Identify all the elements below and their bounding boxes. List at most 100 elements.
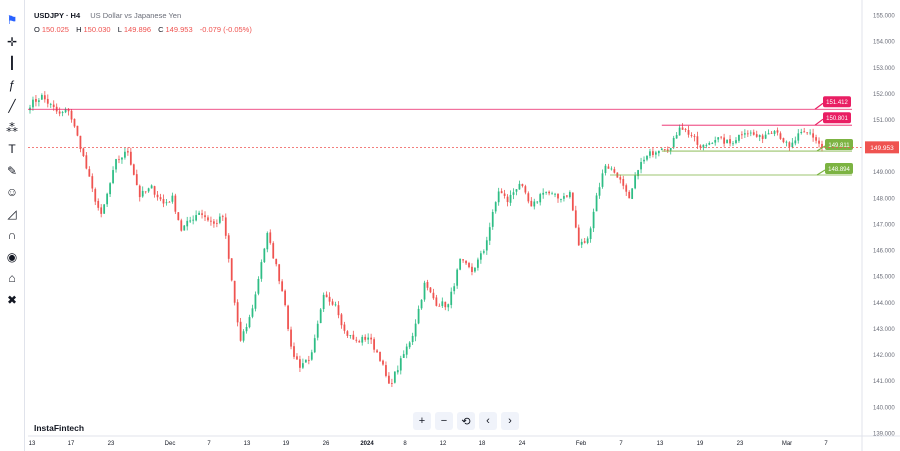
candle-body	[207, 217, 209, 221]
time-tick-label: 7	[619, 441, 623, 447]
candle-body	[652, 151, 654, 156]
candle-body	[358, 341, 361, 343]
candle-body	[349, 335, 352, 337]
candle-body	[337, 305, 340, 316]
scroll-left-button[interactable]: ‹	[479, 412, 497, 430]
candle-body	[156, 194, 159, 198]
eye-icon[interactable]: ◉	[6, 249, 18, 264]
watermark-logo: InstaFintech	[34, 423, 85, 433]
ruler-icon[interactable]: ◿	[7, 206, 17, 221]
lock-icon[interactable]: ⌂	[8, 271, 16, 285]
candle-body	[619, 177, 622, 180]
time-tick-label: 7	[207, 441, 211, 447]
time-axis: 13 17 23 Dec 7 13 19 26 2024 8 12 18 24 Feb 7 13 19 23 Mar…	[29, 441, 829, 447]
candle-body	[678, 127, 681, 136]
candle-body	[426, 282, 429, 288]
smile-icon[interactable]: ☺	[5, 185, 19, 199]
candle-body	[275, 258, 278, 265]
candle-body	[693, 135, 696, 137]
candle-body	[675, 135, 678, 139]
zoom-out-button[interactable]: −	[435, 412, 453, 430]
candle-body	[521, 184, 524, 187]
price-axis: 155.000 154.000 153.000 152.000 151.000 150.0…	[865, 14, 899, 437]
candle-body	[355, 339, 358, 341]
candle-body	[379, 351, 381, 361]
text-icon[interactable]: T	[8, 142, 16, 156]
candle-body	[732, 143, 734, 145]
magnet-icon[interactable]: ∩	[7, 228, 17, 242]
candle-body	[812, 133, 814, 138]
candle-body	[331, 301, 334, 305]
candle-body	[438, 305, 441, 307]
candle-body	[204, 215, 206, 218]
candle-body	[459, 258, 462, 270]
candle-body	[38, 100, 40, 102]
time-tick-label: 23	[108, 441, 115, 447]
candle-body	[557, 193, 559, 199]
candle-body	[55, 106, 58, 112]
candle-body	[70, 110, 73, 120]
candle-body	[224, 217, 227, 236]
candle-body	[743, 133, 746, 135]
candle-body	[192, 219, 195, 221]
scroll-right-button[interactable]: ›	[501, 412, 519, 430]
candle-body	[79, 135, 82, 150]
price-tick-label: 142.000	[873, 353, 895, 359]
lines-icon[interactable]: ╱	[8, 99, 16, 113]
candle-body	[269, 232, 272, 243]
ohlc-readout: O 150.025 H 150.030 L 149.896 C 149.953 -0.0…	[34, 25, 257, 34]
price-tick-label: 145.000	[873, 275, 895, 281]
candle-body	[272, 243, 275, 259]
reset-chart-button[interactable]: ⟲	[457, 412, 475, 430]
pattern-icon[interactable]: ⁂	[6, 120, 18, 135]
candle-body	[604, 165, 607, 173]
high-label: H	[76, 25, 82, 34]
candle-body	[628, 191, 631, 199]
symbol-title: USDJPY · H4	[34, 11, 81, 20]
candle-body	[46, 98, 49, 104]
candle-body	[376, 350, 378, 353]
candle-body	[168, 201, 171, 203]
candle-body	[500, 191, 503, 194]
candle-body	[494, 202, 497, 212]
price-tick-label: 155.000	[873, 14, 895, 20]
candle-body	[571, 192, 574, 211]
candle-body	[97, 200, 100, 208]
price-tick-label: 140.000	[873, 405, 895, 411]
crosshair-icon[interactable]: ✛	[6, 34, 18, 49]
candle-body	[583, 241, 586, 243]
candle-body	[741, 134, 743, 136]
candle-body	[488, 227, 491, 241]
candle-body	[100, 207, 103, 214]
time-tick-label: 13	[657, 441, 664, 447]
candles-icon[interactable]: ┃	[8, 56, 16, 70]
brush-icon[interactable]: ✎	[6, 163, 18, 178]
candle-body	[705, 145, 708, 147]
candle-body	[530, 200, 533, 207]
candle-body	[767, 133, 770, 135]
candle-body	[687, 130, 690, 135]
candle-body	[568, 192, 571, 198]
candle-body	[153, 186, 156, 195]
fx-icon[interactable]: ƒ	[8, 77, 16, 92]
flag-icon[interactable]: ⚑	[6, 13, 18, 27]
candle-body	[76, 125, 79, 136]
candle-body	[809, 132, 812, 134]
trash-icon[interactable]: ✖	[6, 292, 18, 307]
candle-body	[177, 212, 180, 221]
symbol-legend[interactable]: USDJPY · H4 US Dollar vs Japanese Yen	[34, 11, 181, 20]
candle-body	[491, 212, 494, 227]
candle-body	[539, 194, 542, 203]
candle-body	[40, 94, 43, 100]
candle-body	[631, 188, 634, 199]
candle-body	[364, 336, 367, 340]
candle-body	[405, 346, 408, 355]
zoom-in-button[interactable]: +	[413, 412, 431, 430]
candles-layer	[29, 91, 823, 388]
candle-body	[536, 201, 539, 203]
candle-body	[453, 286, 456, 292]
candle-body	[141, 190, 144, 197]
candle-body	[441, 301, 444, 306]
candle-body	[420, 299, 423, 309]
